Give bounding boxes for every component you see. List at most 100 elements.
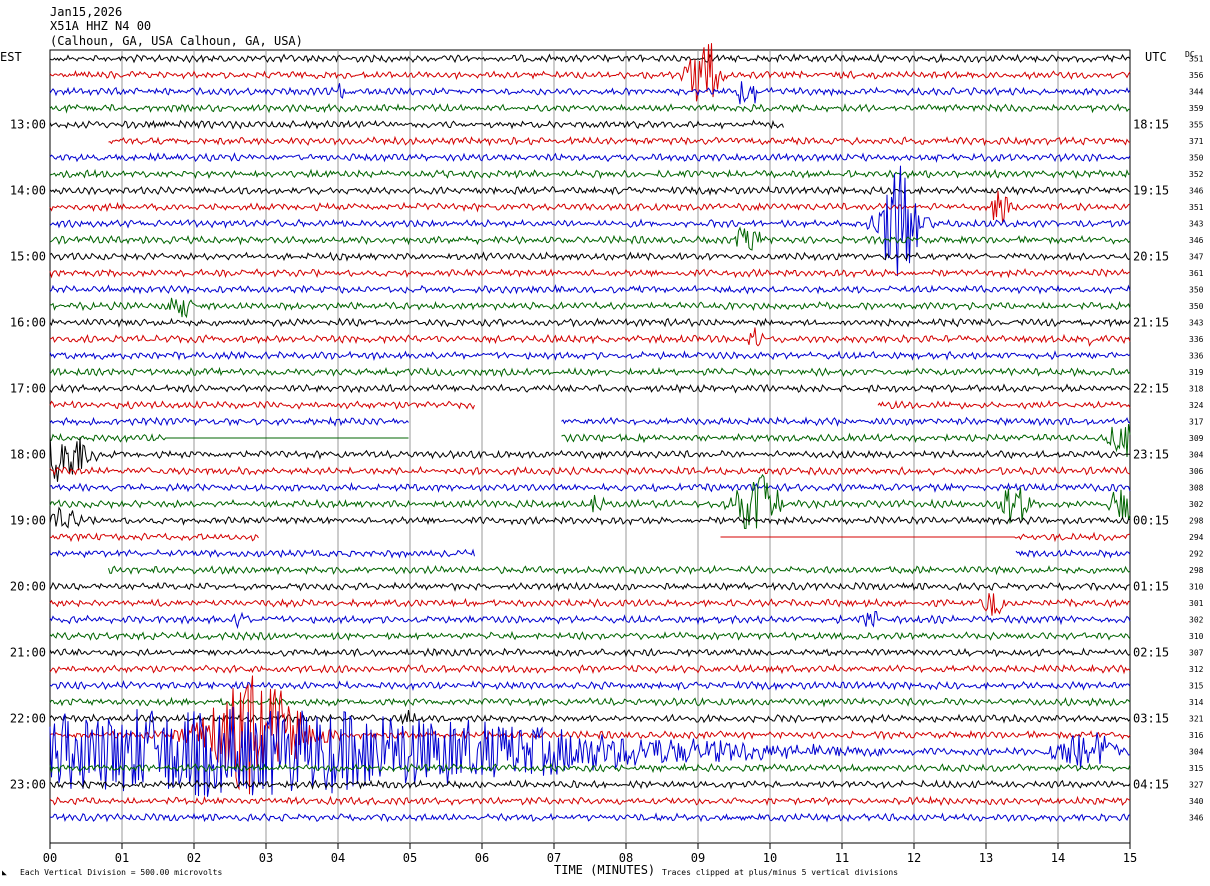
x-tick-label: 11	[835, 851, 849, 865]
trace-row-31	[108, 564, 1131, 576]
trace-row-34	[49, 610, 1131, 630]
header-location: (Calhoun, GA, USA Calhoun, GA, USA)	[50, 34, 303, 48]
dc-value-label: 321	[1189, 715, 1204, 724]
dc-value-label: 316	[1189, 731, 1204, 740]
dc-value-label: 308	[1189, 484, 1204, 493]
trace-row-38	[49, 679, 1131, 691]
trace-row-45	[49, 795, 1131, 807]
trace-row-22	[49, 416, 1131, 427]
trace-row-25	[49, 465, 1131, 477]
trace-row-44	[49, 779, 1131, 790]
x-tick-label: 12	[907, 851, 921, 865]
trace-row-36	[49, 647, 1131, 658]
trace-row-14	[49, 284, 1131, 295]
dc-value-label: 352	[1189, 170, 1204, 179]
minute-gridlines	[121, 50, 1059, 843]
x-tick-label: 00	[43, 851, 57, 865]
right-hour-label: 03:15	[1133, 712, 1169, 726]
trace-rows	[49, 43, 1131, 823]
dc-value-label: 318	[1189, 385, 1204, 394]
dc-value-label: 346	[1189, 814, 1204, 823]
x-tick-label: 15	[1123, 851, 1137, 865]
dc-value-label: 350	[1189, 302, 1204, 311]
trace-row-24	[49, 434, 1131, 482]
right-timezone-label: UTC	[1145, 50, 1167, 64]
dc-value-label: 327	[1189, 781, 1204, 790]
left-hour-label: 15:00	[10, 250, 46, 264]
right-hour-label: 01:15	[1133, 580, 1169, 594]
trace-row-4	[50, 121, 1130, 129]
right-hour-label: 19:15	[1133, 184, 1169, 198]
trace-row-27	[49, 473, 1131, 530]
trace-row-10	[49, 165, 1131, 277]
header-date: Jan15,2026	[50, 5, 122, 19]
trace-row-3	[49, 103, 1131, 114]
trace-row-46	[49, 812, 1131, 823]
trace-row-8	[49, 185, 1131, 196]
trace-row-18	[49, 350, 1131, 361]
dc-value-label: 351	[1189, 203, 1204, 212]
dc-value-label: 359	[1189, 104, 1204, 113]
right-hour-label: 20:15	[1133, 250, 1169, 264]
clip-note: Traces clipped at plus/minus 5 vertical …	[662, 868, 898, 877]
dc-value-label: 294	[1189, 533, 1204, 542]
dc-value-label: 310	[1189, 632, 1204, 641]
trace-row-39	[49, 696, 1131, 708]
dc-value-label: 356	[1189, 71, 1204, 80]
x-axis-label: TIME (MINUTES)	[554, 863, 655, 877]
trace-row-19	[49, 366, 1131, 378]
header-station: X51A HHZ N4 00	[50, 19, 151, 33]
dc-value-label: 319	[1189, 368, 1204, 377]
trace-row-7	[49, 168, 1131, 180]
dc-value-label: 306	[1189, 467, 1204, 476]
dc-value-label: 355	[1189, 121, 1204, 130]
trace-row-13	[49, 268, 1131, 279]
dc-value-label: 317	[1189, 418, 1204, 427]
right-hour-label: 23:15	[1133, 448, 1169, 462]
left-hour-label: 23:00	[10, 778, 46, 792]
left-hour-label: 18:00	[10, 448, 46, 462]
x-tick-label: 14	[1051, 851, 1065, 865]
trace-row-32	[49, 581, 1131, 592]
trace-row-6	[49, 152, 1131, 164]
trace-row-2	[49, 81, 1131, 105]
left-timezone-label: EST	[0, 50, 22, 64]
dc-value-label: 350	[1189, 154, 1204, 163]
trace-row-33	[49, 593, 1131, 616]
dc-value-label: 351	[1189, 55, 1204, 64]
trace-row-40	[49, 710, 1131, 726]
x-tick-label: 04	[331, 851, 345, 865]
trace-row-43	[49, 762, 1131, 774]
dc-offset-labels: 351 356 344 359 355 371 350 352 346 351 343 346 347 3…	[1189, 55, 1204, 823]
x-tick-label: 10	[763, 851, 777, 865]
dc-value-label: 310	[1189, 583, 1204, 592]
trace-row-16	[49, 317, 1131, 328]
dc-value-label: 304	[1189, 451, 1204, 460]
dc-value-label: 344	[1189, 88, 1204, 97]
dc-value-label: 307	[1189, 649, 1204, 658]
dc-value-label: 347	[1189, 253, 1204, 262]
dc-value-label: 315	[1189, 764, 1204, 773]
dc-value-label: 371	[1189, 137, 1204, 146]
dc-value-label: 340	[1189, 797, 1204, 806]
left-hour-label: 22:00	[10, 712, 46, 726]
x-tick-label: 13	[979, 851, 993, 865]
dc-value-label: 361	[1189, 269, 1204, 278]
trace-row-28	[49, 506, 1131, 529]
right-hour-label: 00:15	[1133, 514, 1169, 528]
trace-row-21	[49, 399, 1131, 410]
x-tick-label: 01	[115, 851, 129, 865]
dc-value-label: 298	[1189, 566, 1204, 575]
trace-row-17	[49, 327, 1131, 347]
trace-row-12	[49, 251, 1131, 262]
trace-row-41	[49, 675, 1131, 795]
left-hour-label: 16:00	[10, 316, 46, 330]
corner-mark: ◣	[2, 868, 7, 877]
trace-row-29	[49, 531, 1131, 543]
x-tick-label: 03	[259, 851, 273, 865]
dc-value-label: 298	[1189, 517, 1204, 526]
right-hour-label: 21:15	[1133, 316, 1169, 330]
left-hour-label: 19:00	[10, 514, 46, 528]
right-hour-label: 18:15	[1133, 118, 1169, 132]
